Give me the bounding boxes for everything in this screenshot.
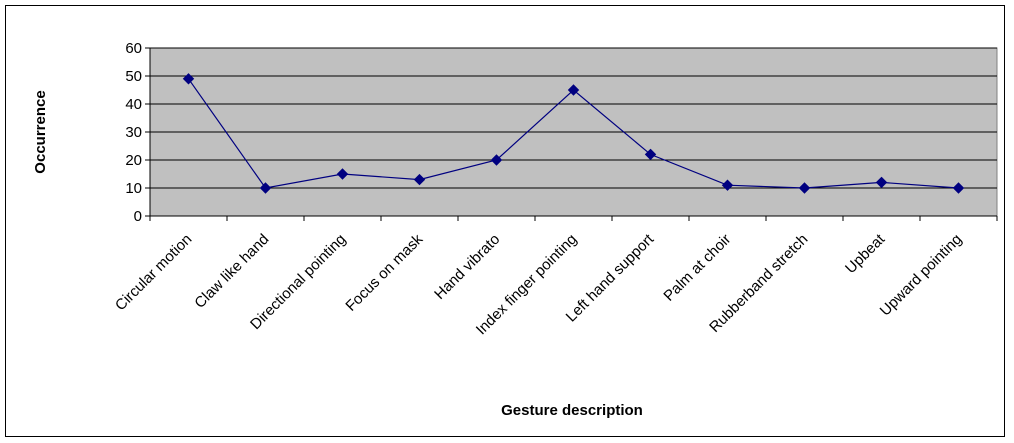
y-axis-title: Occurrence [32, 90, 49, 173]
data-point [259, 182, 272, 194]
y-tick-label: 10 [125, 180, 142, 197]
data-point [413, 173, 426, 186]
series-group [182, 73, 965, 194]
y-tick-label: 50 [125, 68, 142, 85]
gridlines [150, 47, 997, 189]
y-tick-label: 0 [134, 208, 142, 225]
data-point [721, 179, 734, 191]
x-tick-label: Hand vibrato [431, 231, 503, 303]
x-tick-label: Claw like hand [191, 231, 272, 312]
data-point [644, 148, 657, 161]
y-axis: 0 10 20 30 40 50 60 [125, 40, 151, 225]
data-point [182, 73, 195, 85]
x-tick-label: Upward pointing [877, 231, 966, 320]
data-point [567, 84, 580, 96]
x-axis-title: Gesture description [501, 402, 643, 419]
data-point [490, 154, 503, 166]
y-tick-label: 20 [125, 152, 142, 169]
x-tick-label: Upbeat [842, 230, 889, 277]
data-point [798, 182, 811, 194]
y-tick-label: 60 [125, 40, 142, 57]
y-tick-label: 30 [125, 124, 142, 141]
y-tick-label: 40 [125, 96, 142, 113]
data-point [952, 182, 965, 194]
x-tick-label: Circular motion [112, 231, 195, 314]
data-point [336, 168, 349, 180]
x-tick-label: Palm at choir [660, 231, 734, 305]
x-tick-label: Focus on mask [342, 230, 426, 314]
data-point [875, 176, 888, 189]
